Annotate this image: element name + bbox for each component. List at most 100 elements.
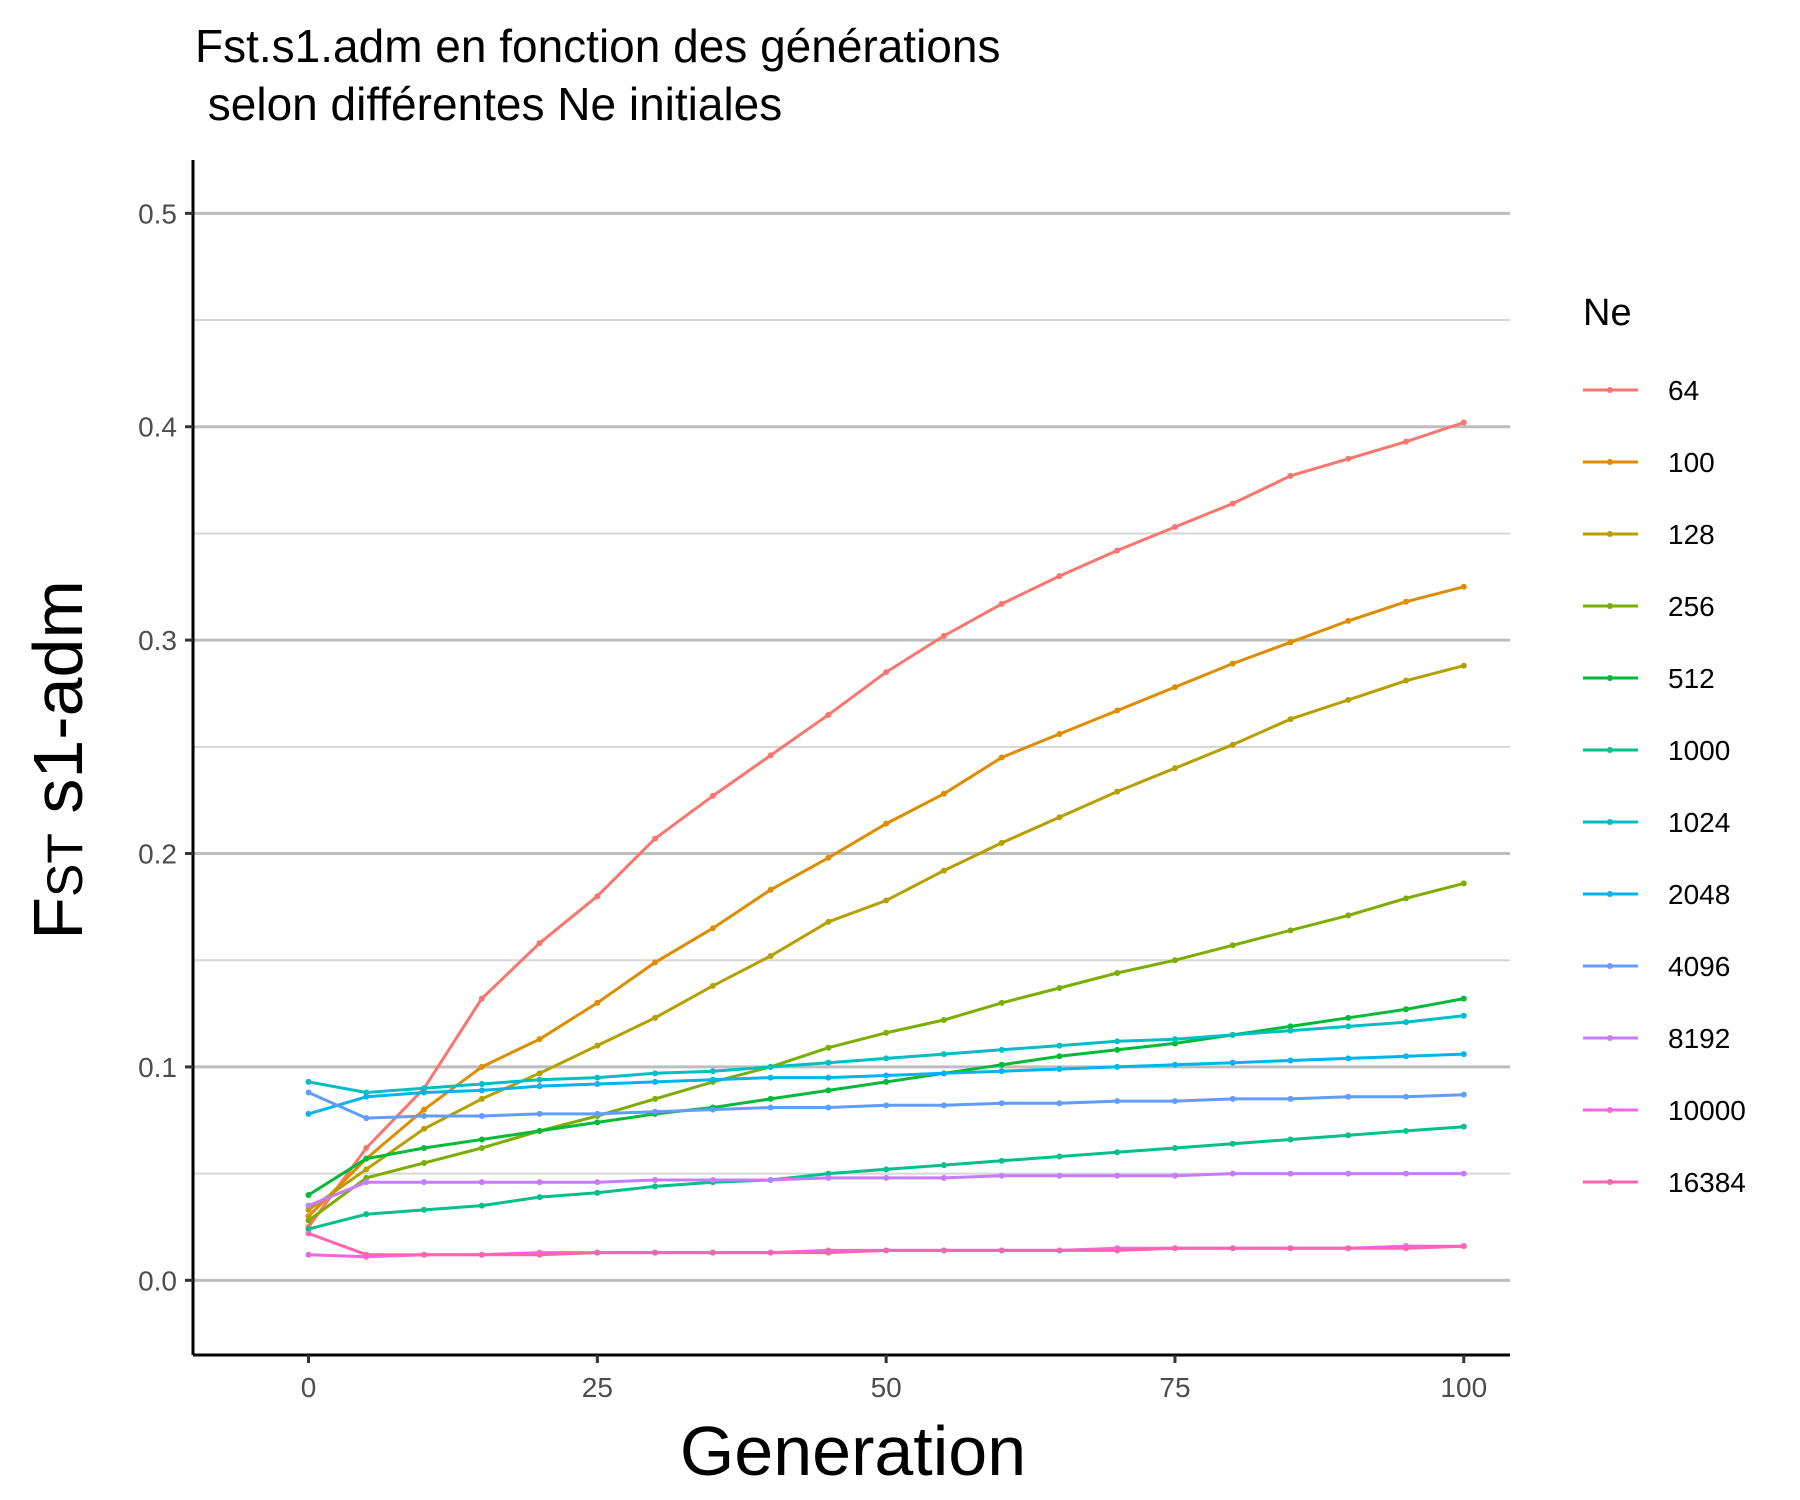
data-point [478, 1113, 485, 1119]
data-point [652, 1183, 659, 1190]
data-point [652, 1108, 659, 1115]
data-point [1287, 472, 1294, 479]
data-point [767, 1063, 774, 1070]
data-point [883, 1055, 890, 1062]
data-point [536, 1083, 543, 1090]
data-point [1056, 1053, 1063, 1060]
series-64 [305, 419, 1467, 1230]
legend-label: 2048 [1668, 879, 1730, 910]
data-point [883, 1072, 890, 1079]
data-point [1114, 1172, 1121, 1179]
data-point [363, 1174, 370, 1181]
legend-entry-256: 256 [1583, 591, 1715, 622]
data-point [1171, 1245, 1178, 1252]
data-point [709, 925, 716, 932]
legend-entry-1024: 1024 [1583, 807, 1730, 838]
data-point [1403, 1019, 1410, 1026]
data-point [594, 1249, 601, 1256]
data-point [421, 1106, 428, 1113]
data-point [421, 1113, 428, 1119]
data-point [594, 893, 601, 900]
data-point [478, 1145, 485, 1152]
data-point [478, 1063, 485, 1070]
data-point [940, 790, 947, 797]
plot-series [305, 419, 1467, 1260]
data-point [1345, 1170, 1352, 1177]
data-point [478, 1095, 485, 1102]
data-point [940, 1070, 947, 1077]
data-point [421, 1125, 428, 1132]
legend-entry-1000: 1000 [1583, 735, 1730, 766]
data-point [421, 1145, 428, 1152]
data-point [1403, 438, 1410, 445]
data-point [1403, 1006, 1410, 1013]
data-point [998, 839, 1005, 846]
legend-label: 8192 [1668, 1023, 1730, 1054]
data-point [1229, 1170, 1236, 1177]
data-point [478, 1202, 485, 1209]
data-point [305, 1226, 312, 1233]
data-point [1056, 573, 1063, 580]
data-point [767, 1104, 774, 1111]
chart-title: Fst.s1.adm en fonction des générations s… [195, 20, 1000, 130]
data-point [421, 1251, 428, 1258]
legend-key-point [1607, 1035, 1613, 1041]
data-point [1287, 716, 1294, 723]
data-point [1114, 970, 1121, 977]
data-point [1056, 1153, 1063, 1160]
data-point [1114, 1063, 1121, 1070]
x-axis-title: Generation [680, 1412, 1026, 1490]
data-point [363, 1093, 370, 1100]
legend-label: 10000 [1668, 1095, 1746, 1126]
data-point [709, 1106, 716, 1113]
data-point [1345, 1132, 1352, 1139]
data-point [1114, 788, 1121, 795]
series-16384 [305, 1230, 1467, 1258]
series-128 [305, 662, 1467, 1213]
legend-label: 1024 [1668, 807, 1730, 838]
data-point [1287, 1057, 1294, 1064]
data-point [767, 752, 774, 759]
data-point [594, 1080, 601, 1087]
data-point [1171, 1098, 1178, 1105]
y-tick-label: 0.1 [138, 1052, 177, 1083]
data-point [305, 1191, 312, 1198]
data-point [940, 1016, 947, 1023]
data-point [883, 1247, 890, 1254]
legend-label: 256 [1668, 591, 1715, 622]
data-point [305, 1206, 312, 1213]
series-8192 [305, 1170, 1467, 1209]
series-1024 [305, 1012, 1467, 1096]
legend-entry-10000: 10000 [1583, 1095, 1746, 1126]
data-point [1114, 1247, 1121, 1254]
legend-entry-512: 512 [1583, 663, 1715, 694]
data-point [998, 1247, 1005, 1254]
data-point [1460, 1091, 1467, 1098]
data-point [883, 820, 890, 827]
data-point [709, 792, 716, 799]
data-point [1345, 1093, 1352, 1100]
data-point [1114, 1149, 1121, 1156]
data-point [1056, 731, 1063, 738]
data-point [1171, 1036, 1178, 1043]
data-point [594, 999, 601, 1006]
data-point [652, 1078, 659, 1085]
data-point [825, 918, 832, 925]
data-point [1229, 741, 1236, 748]
data-point [305, 1110, 312, 1117]
legend-label: 512 [1668, 663, 1715, 694]
data-point [1460, 1123, 1467, 1130]
data-point [1114, 1046, 1121, 1053]
data-point [767, 886, 774, 893]
data-point [1403, 895, 1410, 902]
legend-key-point [1607, 747, 1613, 753]
data-point [1171, 524, 1178, 531]
data-point [1403, 598, 1410, 605]
data-point [536, 1110, 543, 1117]
data-point [652, 1095, 659, 1102]
data-point [652, 1249, 659, 1256]
data-point [1056, 984, 1063, 991]
data-point [940, 1102, 947, 1109]
series-4096 [305, 1089, 1467, 1122]
